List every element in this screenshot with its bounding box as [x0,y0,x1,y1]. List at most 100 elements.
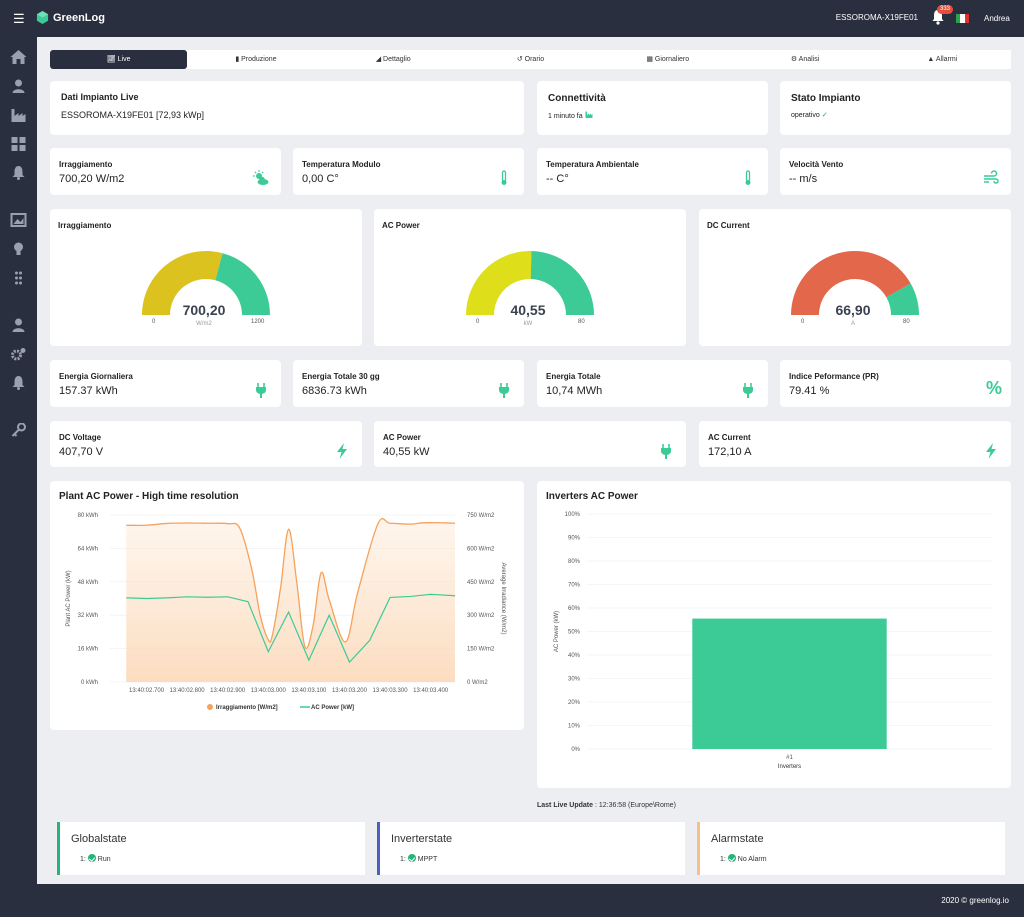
user-menu[interactable]: Andrea [984,14,1010,23]
y-tick-label: 80 kWh [78,513,98,519]
grid-icon[interactable] [10,271,27,285]
dashboard-icon[interactable] [10,137,27,151]
tab-dettaglio[interactable]: ◢ Dettaglio [375,56,411,63]
y2-tick-label: 150 W/m2 [467,647,495,653]
line-chart-title: Plant AC Power - High time resolution [59,491,239,502]
user-icon[interactable] [10,79,27,93]
energy-card-total: Energia Totale 10,74 MWh [537,360,768,407]
y-tick-label: 32 kWh [78,613,98,619]
sensor-card-ambient-temp: Temperatura Ambientale -- C° [537,148,768,195]
y-tick-label: 16 kWh [78,647,98,653]
lightbulb-icon[interactable] [10,242,27,256]
gauge-value-arc [466,251,532,315]
irradiance-line [126,517,456,649]
x-axis-label: Inverters [778,764,801,770]
sun-cloud-icon [253,170,269,185]
x-tick-label: 13:40:03.200 [332,688,368,694]
tab-bar: 📈︎ Live ▮ Produzione ◢ Dettaglio ↺ Orari… [50,50,1011,69]
file-icon: ▮ [235,56,242,63]
x-tick-label: #1 [786,755,793,761]
energy-title: Indice Peformance (PR) [789,372,879,381]
gauge-value: 700,20 [182,302,226,318]
electrical-value: 407,70 V [59,446,104,458]
gauge-max: 1200 [251,319,265,325]
y-tick-label: 100% [565,512,581,518]
gauge-card-dc-current: DC Current 66,90 A 0 80 [699,209,1011,346]
area-chart-icon: ◢ [375,56,384,63]
top-bar: ☰ GreenLog ESSOROMA-X19FE01 333 Andrea [0,0,1024,37]
bar-chart-card: Inverters AC Power 0% 10% 20% 30% 40% 50% 60% 7… [537,481,1011,788]
factory-icon [585,111,593,118]
y-axis-label: Plant AC Power (kW) [66,570,72,626]
state-item: 1: [80,856,86,863]
x-tick-label: 13:40:02.900 [210,688,246,694]
warning-icon: ▲ [927,56,936,63]
gauge-title: Irraggiamento [58,221,112,230]
gauge-unit: W/m2 [196,321,212,327]
home-icon[interactable] [10,50,27,64]
language-flag-icon[interactable] [956,14,969,23]
y-tick-label: 50% [568,630,581,636]
state-value: Run [97,856,111,863]
logo-icon [36,11,49,24]
key-icon[interactable] [10,423,27,437]
sensor-title: Irraggiamento [59,160,113,169]
gauge-max: 80 [903,319,910,325]
gauge-card-ac-power: AC Power 40,55 kW 0 80 [374,209,686,346]
gauge-irradiance [142,250,270,315]
plug-icon [743,383,753,398]
inverter-state-card: Inverterstate 1: MPPT [377,822,685,875]
sensor-value: 700,20 W/m2 [59,173,125,185]
sensor-title: Velocità Vento [789,160,844,169]
bar-chart-title: Inverters AC Power [546,491,638,502]
sensor-card-module-temp: Temperatura Modulo 0,00 C° [293,148,524,195]
app-name: GreenLog [53,12,105,24]
y-axis-label: AC Power (kW) [554,611,560,652]
calendar-icon: ▦ [646,56,655,63]
sensor-value: -- m/s [789,173,818,185]
energy-value: 10,74 MWh [546,385,603,397]
state-title: Alarmstate [711,833,764,845]
electrical-title: AC Power [383,433,421,442]
x-tick-label: 13:40:02.700 [129,688,165,694]
y2-tick-label: 450 W/m2 [467,580,495,586]
plant-info-card: Dati Impianto Live ESSOROMA-X19FE01 [72,… [50,81,524,135]
bell-icon[interactable] [10,166,27,180]
menu-icon[interactable]: ☰ [13,11,25,26]
irradiance-area [126,518,455,682]
bar [692,618,887,749]
plant-selector[interactable]: ESSOROMA-X19FE01 [835,13,918,22]
electrical-card-ac-current: AC Current 172,10 A [699,421,1011,467]
energy-value: 157.37 kWh [59,385,118,397]
energy-title: Energia Giornaliera [59,372,133,381]
x-tick-label: 13:40:02.800 [170,688,206,694]
plant-status-title: Stato Impianto [791,93,861,104]
tab-analisi[interactable]: ⚙ Analisi [790,56,820,63]
energy-title: Energia Totale 30 gg [302,372,380,381]
gears-icon[interactable] [10,347,27,361]
check-circle-icon [87,854,96,862]
image-icon[interactable] [10,213,27,227]
check-circle-icon [407,854,416,862]
thermometer-icon [501,170,507,185]
last-update-label: Last Live Update [537,802,594,809]
tab-produzione[interactable]: ▮ Produzione [235,56,277,63]
tab-giornaliero[interactable]: ▦ Giornaliero [646,56,690,63]
y-tick-label: 48 kWh [78,580,98,586]
sidebar [0,37,37,917]
plug-icon [499,383,509,398]
gauge-unit: A [850,321,855,327]
tab-live[interactable]: 📈︎ Live [50,50,188,69]
user-icon[interactable] [10,318,27,332]
tab-allarmi[interactable]: ▲ Allarmi [927,56,958,63]
bell-icon[interactable] [10,376,27,390]
factory-icon[interactable] [10,108,27,122]
y2-tick-label: 600 W/m2 [467,546,495,552]
y2-axis-label: Average Irradiance (W/m2) [500,563,506,635]
plant-status-card: Stato Impianto operativo ✓ [780,81,1011,135]
tab-orario[interactable]: ↺ Orario [516,56,545,63]
energy-title: Energia Totale [546,372,601,381]
bar-chart: 0% 10% 20% 30% 40% 50% 60% 70% 80% 90% 100% #1 Inver… [554,512,992,770]
y-tick-label: 20% [568,700,581,706]
y-tick-label: 70% [568,583,581,589]
